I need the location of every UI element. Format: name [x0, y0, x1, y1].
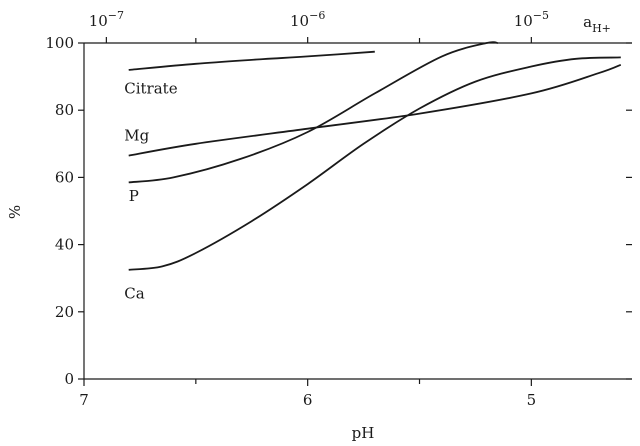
series-ca-label: Ca [124, 284, 144, 302]
y-tick-label: 60 [55, 168, 74, 186]
top-axis-title-base: a [583, 13, 592, 31]
y-tick-label: 20 [55, 303, 74, 321]
series-p-label: P [129, 187, 139, 205]
top-tick-base: 10 [290, 12, 309, 30]
series-mg-line [128, 63, 622, 157]
y-tick-label: 80 [55, 101, 74, 119]
top-tick-label: 10−6 [290, 9, 325, 30]
series-citrate-label: Citrate [124, 79, 177, 97]
y-tick-label: 100 [45, 34, 74, 52]
series-p-line [128, 41, 498, 184]
y-tick-label: 0 [64, 370, 74, 388]
series-mg-label: Mg [124, 126, 149, 144]
top-tick-exp: −5 [533, 9, 549, 22]
top-axis-title-sub: H+ [592, 22, 611, 35]
y-axis-title: % [6, 205, 24, 219]
top-tick-base: 10 [89, 12, 108, 30]
top-tick-base: 10 [514, 12, 533, 30]
labels-group: pH % aH+ Citrate Mg P Ca [6, 13, 611, 442]
x-axis-title: pH [352, 424, 375, 442]
top-tick-label: 10−7 [89, 9, 124, 30]
series-group [128, 41, 622, 271]
top-tick-exp: −7 [108, 9, 124, 22]
x-tick-label: 6 [303, 391, 313, 409]
top-axis-title: aH+ [583, 13, 611, 35]
x-tick-label: 5 [527, 391, 537, 409]
top-tick-label: 10−5 [514, 9, 549, 30]
y-tick-label: 40 [55, 236, 74, 254]
series-ca-line [128, 56, 621, 271]
series-citrate-line [128, 50, 375, 71]
top-tick-exp: −6 [309, 9, 325, 22]
x-tick-label: 7 [79, 391, 89, 409]
